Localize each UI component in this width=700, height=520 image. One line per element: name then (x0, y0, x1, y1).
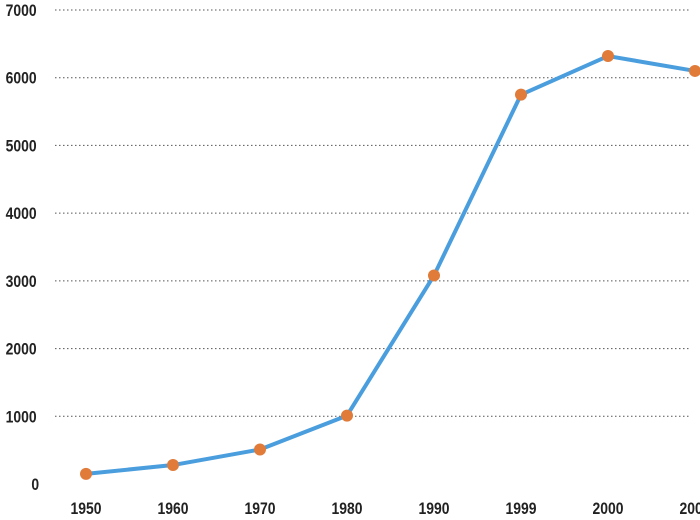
gridlines (55, 9, 690, 417)
x-tick-label-1970: 1970 (245, 500, 276, 519)
x-tick-label-1960: 1960 (158, 500, 189, 519)
y-tick-label-4000: 4000 (6, 205, 37, 224)
x-tick-label-1999: 1999 (506, 500, 537, 519)
x-tick-label-1950: 1950 (71, 500, 102, 519)
data-point-1970 (254, 443, 266, 456)
data-point-1999 (515, 88, 527, 101)
x-tick-label-2001: 2001 (680, 500, 700, 519)
data-point-1990 (428, 269, 440, 282)
series-line-0 (84, 54, 697, 476)
y-tick-label-3000: 3000 (6, 273, 37, 292)
data-point-1960 (167, 459, 179, 472)
x-tick-label-2000: 2000 (593, 500, 624, 519)
series-group (80, 50, 700, 480)
data-point-2000 (602, 50, 614, 63)
y-tick-label-2000: 2000 (6, 340, 37, 359)
y-tick-label-0: 0 (31, 476, 39, 495)
data-point-2001 (689, 64, 700, 77)
x-axis-tick-labels: 1950 1960 1970 1980 1990 1999 2000 2001 (71, 500, 700, 519)
y-tick-label-6000: 6000 (6, 69, 37, 88)
y-tick-label-7000: 7000 (6, 2, 37, 21)
x-tick-label-1980: 1980 (332, 500, 363, 519)
data-point-1950 (80, 467, 92, 480)
data-point-1980 (341, 409, 353, 422)
y-tick-label-5000: 5000 (6, 137, 37, 156)
y-tick-label-1000: 1000 (6, 408, 37, 427)
y-axis-tick-labels: 0 1000 2000 3000 4000 5000 6000 7000 (6, 2, 40, 495)
x-tick-label-1990: 1990 (419, 500, 450, 519)
